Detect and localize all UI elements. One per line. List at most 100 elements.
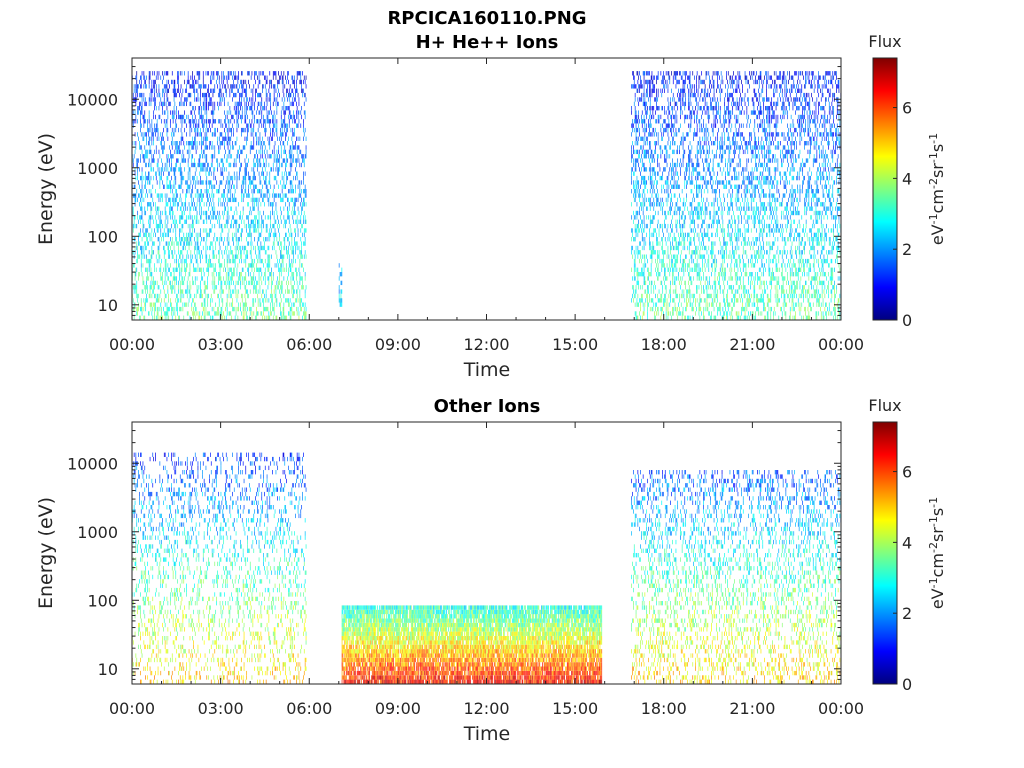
flux-cell bbox=[144, 76, 145, 80]
flux-cell bbox=[150, 76, 151, 80]
flux-cell bbox=[205, 189, 206, 193]
flux-cell bbox=[164, 228, 165, 232]
flux-cell bbox=[655, 141, 656, 145]
flux-cell bbox=[258, 224, 259, 228]
flux-cell bbox=[210, 167, 211, 171]
flux-cell bbox=[210, 141, 211, 145]
flux-cell bbox=[167, 154, 168, 158]
flux-cell bbox=[224, 193, 225, 197]
flux-cell bbox=[141, 84, 142, 88]
flux-cell bbox=[265, 167, 266, 171]
flux-cell bbox=[253, 124, 254, 128]
flux-cell bbox=[190, 294, 191, 298]
flux-cell bbox=[180, 150, 181, 154]
flux-cell bbox=[261, 202, 262, 206]
flux-cell bbox=[295, 89, 296, 93]
flux-cell bbox=[291, 145, 292, 149]
flux-cell bbox=[199, 207, 200, 211]
flux-cell bbox=[239, 93, 240, 97]
flux-cell bbox=[644, 76, 645, 80]
flux-cell bbox=[150, 150, 151, 154]
flux-cell bbox=[174, 272, 175, 276]
flux-cell bbox=[196, 233, 197, 237]
flux-cell bbox=[219, 189, 220, 193]
flux-cell bbox=[653, 303, 654, 307]
flux-cell bbox=[238, 281, 239, 285]
flux-cell bbox=[165, 276, 166, 280]
flux-cell bbox=[284, 110, 285, 114]
flux-cell bbox=[225, 268, 226, 272]
flux-cell bbox=[219, 163, 220, 167]
flux-cell bbox=[227, 110, 228, 114]
flux-cell bbox=[167, 185, 168, 189]
flux-cell bbox=[204, 316, 205, 320]
flux-cell bbox=[291, 189, 292, 193]
flux-cell bbox=[200, 281, 201, 285]
flux-cell bbox=[178, 158, 179, 162]
flux-cell bbox=[199, 124, 200, 128]
flux-cell bbox=[222, 172, 223, 176]
flux-cell bbox=[136, 268, 137, 272]
flux-cell bbox=[654, 84, 655, 88]
flux-cell bbox=[650, 215, 651, 219]
flux-cell bbox=[342, 303, 343, 307]
flux-cell bbox=[200, 259, 201, 263]
flux-cell bbox=[256, 281, 257, 285]
flux-cell bbox=[142, 272, 143, 276]
flux-cell bbox=[247, 202, 248, 206]
flux-cell bbox=[288, 115, 289, 119]
flux-cell bbox=[136, 224, 137, 228]
flux-cell bbox=[278, 80, 279, 84]
flux-cell bbox=[139, 102, 140, 106]
flux-cell bbox=[292, 211, 293, 215]
flux-cell bbox=[134, 224, 135, 228]
flux-cell bbox=[263, 311, 264, 315]
flux-cell bbox=[653, 154, 654, 158]
flux-cell bbox=[202, 154, 203, 158]
flux-cell bbox=[206, 172, 207, 176]
flux-cell bbox=[144, 233, 145, 237]
flux-cell bbox=[214, 311, 215, 315]
flux-cell bbox=[182, 137, 183, 141]
flux-cell bbox=[226, 76, 227, 80]
flux-cell bbox=[160, 93, 161, 97]
flux-cell bbox=[655, 176, 656, 180]
flux-cell bbox=[151, 303, 152, 307]
flux-cell bbox=[647, 150, 648, 154]
flux-cell bbox=[255, 285, 256, 289]
flux-cell bbox=[237, 237, 238, 241]
flux-cell bbox=[660, 224, 661, 228]
flux-cell bbox=[143, 281, 144, 285]
flux-cell bbox=[172, 307, 173, 311]
flux-cell bbox=[655, 285, 656, 289]
flux-cell bbox=[168, 307, 169, 311]
flux-cell bbox=[181, 259, 182, 263]
flux-cell bbox=[173, 198, 174, 202]
flux-cell bbox=[252, 281, 253, 285]
flux-cell bbox=[201, 272, 202, 276]
flux-cell bbox=[640, 215, 641, 219]
flux-cell bbox=[253, 84, 254, 88]
flux-cell bbox=[224, 263, 225, 267]
flux-cell bbox=[636, 193, 637, 197]
flux-cell bbox=[294, 281, 295, 285]
flux-cell bbox=[663, 298, 664, 302]
flux-cell bbox=[223, 289, 224, 293]
flux-cell bbox=[164, 84, 165, 88]
flux-cell bbox=[298, 185, 299, 189]
flux-cell bbox=[667, 276, 668, 280]
flux-cell bbox=[182, 154, 183, 158]
flux-cell bbox=[229, 215, 230, 219]
flux-cell bbox=[191, 207, 192, 211]
flux-cell bbox=[207, 294, 208, 298]
flux-cell bbox=[251, 97, 252, 101]
flux-cell bbox=[204, 272, 205, 276]
flux-cell bbox=[244, 307, 245, 311]
flux-cell bbox=[634, 263, 635, 267]
flux-cell bbox=[204, 119, 205, 123]
flux-cell bbox=[283, 132, 284, 136]
flux-cell bbox=[157, 180, 158, 184]
flux-cell bbox=[245, 119, 246, 123]
flux-cell bbox=[657, 276, 658, 280]
flux-cell bbox=[266, 224, 267, 228]
